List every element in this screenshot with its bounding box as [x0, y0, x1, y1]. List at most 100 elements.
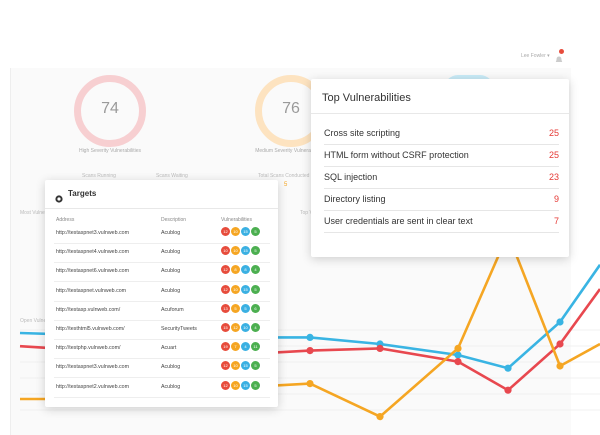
severity-badge-high: 15 [221, 323, 230, 332]
target-address[interactable]: http://testaspnet3.vulnweb.com [56, 364, 130, 371]
high-severity-count: 74 [101, 100, 119, 117]
chart-point [504, 364, 512, 372]
severity-badge-info: 5 [251, 380, 260, 390]
severity-badge-medium: 10 [231, 227, 240, 236]
target-address[interactable]: http://testaspnet.vulnweb.com [56, 287, 127, 294]
medium-severity-count: 76 [282, 100, 300, 117]
chart-point [556, 318, 564, 326]
severity-badge-info: 4 [251, 265, 260, 275]
severity-badge-high: 12 [221, 284, 230, 294]
chart-point [454, 351, 462, 359]
vulnerability-name: SQL injection [324, 172, 378, 182]
severity-badge-low: 15 [241, 361, 250, 371]
target-icon [55, 190, 63, 203]
chart-point [556, 362, 564, 370]
severity-badge-high: 12 [221, 361, 230, 371]
vulnerability-count: 25 [548, 150, 559, 160]
targets-header: Targets [45, 180, 278, 209]
table-row[interactable]: http://testphp.vulnweb.com/Acuart 19 7 4 11 [54, 339, 270, 360]
table-row[interactable]: http://testasp.vulnweb.com/Acuforum 13 5 5 6 [54, 301, 270, 321]
chart-point [504, 386, 512, 394]
vulnerability-badges: 10 10 15 5 [221, 246, 260, 256]
vulnerability-row[interactable]: User credentials are sent in clear text … [324, 210, 559, 233]
vulnerability-count: 9 [553, 194, 559, 204]
severity-badge-high: 13 [221, 303, 230, 313]
vulnerability-name: Cross site scripting [324, 128, 401, 138]
severity-badge-info: 4 [251, 323, 260, 332]
address-column-header[interactable]: Address [56, 217, 75, 223]
total-scans-value: 5 [284, 182, 288, 188]
target-description: Acublog [161, 249, 181, 256]
target-address[interactable]: http://testaspnet3.vulnweb.com [56, 230, 130, 236]
vulnerability-badges: 12 10 15 5 [221, 361, 260, 371]
table-row[interactable]: http://testaspnet.vulnweb.com Acublog 12 10… [54, 282, 270, 302]
table-row[interactable]: http://testaspnet3.vulnweb.com Acublog 12 1… [54, 224, 270, 244]
severity-badge-low: 8 [241, 265, 250, 275]
target-address[interactable]: http://testhtml5.vulnweb.com/ [56, 326, 125, 332]
total-scans-label: Total Scans Conducted [258, 173, 310, 179]
severity-badge-high: 19 [221, 342, 230, 352]
severity-badge-medium: 10 [231, 284, 240, 294]
divider [311, 113, 569, 114]
target-address[interactable]: http://testaspnet4.vulnweb.com [56, 249, 130, 256]
target-description: Acublog [161, 230, 181, 236]
targets-card: Targets Address Description Vulnerabilit… [45, 180, 278, 407]
table-row[interactable]: http://testaspnet6.vulnweb.com Acublog 12 8… [54, 262, 270, 283]
notification-badge [559, 49, 564, 54]
vulnerability-row[interactable]: Cross site scripting 25 [324, 122, 559, 145]
severity-badge-high: 10 [221, 246, 230, 256]
severity-badge-info: 6 [251, 303, 260, 313]
high-severity-ring [74, 75, 146, 147]
vulnerability-badges: 12 10 15 5 [221, 380, 260, 390]
target-description: Acublog [161, 287, 181, 294]
chart-point [556, 340, 564, 348]
table-row[interactable]: http://testaspnet4.vulnweb.com Acublog 10 1… [54, 243, 270, 264]
target-address[interactable]: http://testphp.vulnweb.com/ [56, 345, 121, 352]
table-row[interactable]: http://testaspnet3.vulnweb.com Acublog 12 1… [54, 358, 270, 379]
vulnerability-name: HTML form without CSRF protection [324, 150, 469, 160]
severity-badge-medium: 10 [231, 246, 240, 256]
chart-point [306, 380, 314, 388]
user-menu[interactable]: Lee Fowler ▾ [521, 53, 550, 59]
vulnerability-badges: 12 10 15 5 [221, 284, 260, 294]
severity-badge-high: 12 [221, 265, 230, 275]
top-vulnerabilities-title: Top Vulnerabilities [322, 92, 411, 104]
scans-running-label: Scans Running [82, 173, 116, 179]
target-address[interactable]: http://testaspnet2.vulnweb.com [56, 383, 130, 390]
vulnerability-row[interactable]: Directory listing 9 [324, 188, 559, 211]
severity-badge-high: 12 [221, 380, 230, 390]
severity-badge-medium: 10 [231, 380, 240, 390]
vulnerability-name: Directory listing [324, 194, 386, 204]
severity-badge-info: 5 [251, 246, 260, 256]
severity-badge-medium: 7 [231, 342, 240, 352]
severity-badge-medium: 12 [231, 323, 240, 332]
bell-icon[interactable] [555, 51, 563, 62]
target-address[interactable]: http://testasp.vulnweb.com/ [56, 306, 121, 313]
vulnerability-row[interactable]: SQL injection 23 [324, 166, 559, 189]
severity-badge-info: 5 [251, 361, 260, 371]
severity-badge-info: 11 [251, 342, 260, 352]
chart-point [306, 333, 314, 341]
severity-badge-low: 10 [241, 323, 250, 332]
severity-badge-medium: 8 [231, 265, 240, 275]
target-description: SecurityTweets [161, 326, 197, 332]
target-address[interactable]: http://testaspnet6.vulnweb.com [56, 268, 130, 275]
description-column-header[interactable]: Description [161, 217, 187, 223]
target-description: Acublog [161, 383, 181, 390]
severity-badge-high: 12 [221, 227, 230, 236]
target-description: Acuforum [161, 306, 184, 313]
table-row[interactable]: http://testhtml5.vulnweb.com/SecurityTwe… [54, 320, 270, 340]
severity-badge-medium: 5 [231, 303, 240, 313]
chart-point [454, 358, 462, 366]
scans-waiting-label: Scans Waiting [156, 173, 188, 179]
severity-badge-info: 5 [251, 284, 260, 294]
vulnerability-row[interactable]: HTML form without CSRF protection 25 [324, 144, 559, 167]
severity-badge-low: 15 [241, 284, 250, 294]
chart-point [306, 347, 314, 355]
severity-badge-medium: 10 [231, 361, 240, 371]
vulnerabilities-column-header[interactable]: Vulnerabilities [221, 217, 252, 223]
table-row[interactable]: http://testaspnet2.vulnweb.com Acublog 12 1… [54, 378, 270, 398]
chart-point [376, 344, 384, 352]
target-description: Acublog [161, 268, 181, 275]
severity-badge-low: 5 [241, 303, 250, 313]
